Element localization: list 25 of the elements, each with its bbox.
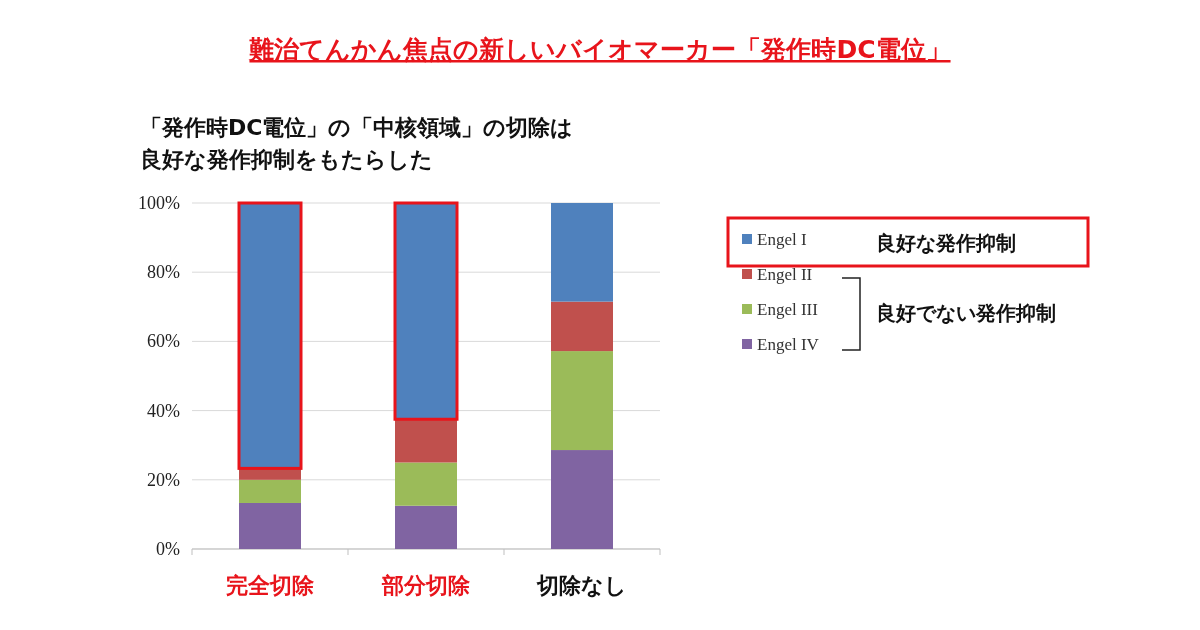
y-tick-label: 20% xyxy=(147,469,180,490)
legend-label: Engel I xyxy=(757,230,807,249)
y-tick-label: 80% xyxy=(147,262,180,283)
bar xyxy=(395,462,457,506)
chart-subtitle: 「発作時DC電位」の「中核領域」の切除は良好な発作抑制をもたらした xyxy=(140,115,574,172)
x-tick-label: 切除なし xyxy=(536,573,627,598)
bar xyxy=(551,351,613,451)
y-tick-label: 0% xyxy=(156,539,180,559)
text: 良好でない発作抑制 xyxy=(876,301,1056,325)
y-tick-label: 100% xyxy=(138,193,180,213)
legend-label: Engel IV xyxy=(757,335,820,354)
title: 難治てんかん焦点の新しいバイオマーカー「発作時DC電位」 xyxy=(249,35,951,64)
bar xyxy=(395,419,457,463)
x-tick-label: 完全切除 xyxy=(226,573,315,598)
bar xyxy=(239,502,301,549)
bar xyxy=(239,479,301,503)
x-tick-label: 部分切除 xyxy=(381,573,471,598)
legend-label: Engel II xyxy=(757,265,813,284)
y-tick-label: 40% xyxy=(147,400,180,421)
bar xyxy=(551,301,613,352)
bar xyxy=(551,450,613,549)
text: 良好な発作抑制 xyxy=(876,231,1016,255)
y-tick-label: 60% xyxy=(147,331,180,352)
bar xyxy=(395,505,457,549)
legend-label: Engel III xyxy=(757,300,819,319)
